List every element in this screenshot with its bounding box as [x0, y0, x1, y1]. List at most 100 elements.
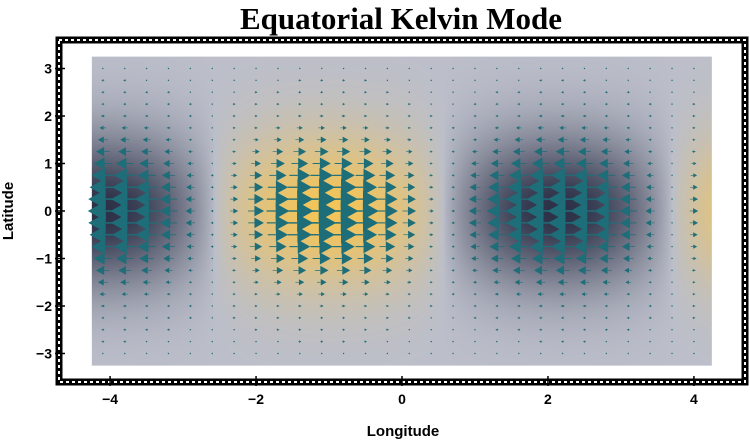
vector-arrow: [139, 158, 154, 169]
vector-arrow: [583, 67, 586, 70]
vector-arrow: [332, 167, 355, 183]
vector-arrow: [364, 340, 368, 343]
vector-arrow: [408, 91, 410, 93]
vector-arrow: [231, 256, 237, 261]
vector-arrow: [495, 91, 499, 94]
vector-arrow: [406, 149, 413, 154]
vector-arrow: [595, 180, 617, 195]
vector-arrow: [535, 279, 546, 286]
vector-arrow: [135, 180, 158, 195]
vector-arrow: [210, 186, 214, 189]
vector-arrow: [582, 114, 587, 118]
vector-arrow: [671, 115, 673, 117]
vector-arrow: [671, 293, 673, 295]
vector-arrow: [561, 316, 565, 320]
x-tick-label: −2: [248, 391, 264, 407]
vector-arrow: [474, 340, 476, 343]
vector-arrow: [429, 292, 433, 296]
vector-arrow: [248, 182, 264, 193]
vector-arrow: [165, 280, 172, 285]
vector-arrow: [145, 91, 149, 94]
vector-arrow: [314, 147, 329, 157]
vector-arrow: [230, 208, 239, 214]
vector-arrow: [407, 304, 411, 308]
vector-arrow: [539, 340, 543, 343]
vector-arrow: [518, 340, 520, 343]
vector-arrow: [647, 256, 653, 261]
vector-arrow: [121, 125, 128, 130]
vector-arrow: [298, 316, 302, 320]
vector-arrow: [604, 91, 608, 94]
vector-arrow: [135, 227, 158, 242]
vector-arrow: [648, 102, 652, 106]
vector-arrow: [470, 172, 480, 179]
vector-arrow: [509, 168, 529, 182]
vector-arrow: [299, 352, 301, 355]
vector-arrow: [645, 196, 655, 203]
vector-arrow: [97, 136, 108, 143]
vector-arrow: [430, 329, 432, 331]
vector-arrow: [381, 159, 394, 168]
vector-arrow: [233, 329, 235, 331]
vector-arrow: [254, 91, 258, 94]
vector-arrow: [624, 148, 633, 155]
vector-arrow: [95, 147, 110, 157]
vector-arrow: [308, 178, 335, 197]
vector-arrow: [472, 268, 478, 273]
vector-arrow: [266, 215, 290, 231]
vector-arrow: [252, 267, 260, 273]
vector-arrow: [473, 102, 477, 106]
vector-arrow: [489, 241, 505, 252]
vector-arrow: [211, 257, 213, 260]
vector-arrow: [188, 150, 193, 154]
vector-arrow: [510, 253, 527, 264]
vector-arrow: [385, 102, 389, 106]
vector-arrow: [185, 195, 196, 203]
vector-arrow: [210, 245, 214, 248]
vector-arrow: [248, 217, 264, 229]
vector-arrow: [407, 316, 411, 320]
vector-arrow: [473, 316, 477, 320]
vector-arrow: [605, 67, 608, 70]
vector-arrow: [404, 243, 415, 251]
vector-arrow: [600, 266, 612, 274]
vector-arrow: [232, 292, 236, 296]
vector-arrow: [334, 157, 353, 170]
vector-arrow: [690, 173, 698, 178]
vector-arrow: [342, 102, 346, 106]
vector-arrow: [100, 114, 105, 118]
vector-arrow: [451, 138, 455, 141]
chart-title: Equatorial Kelvin Mode: [240, 1, 562, 36]
vector-arrow: [363, 114, 368, 118]
vector-arrows: [87, 67, 699, 355]
vector-arrow: [535, 136, 546, 143]
vector-arrow: [116, 252, 134, 265]
vector-arrow: [671, 281, 673, 283]
vector-arrow: [120, 279, 130, 286]
vector-arrow: [671, 91, 673, 93]
vector-arrow: [251, 160, 261, 167]
vector-arrow: [626, 304, 630, 308]
vector-arrow: [310, 167, 333, 183]
vector-arrow: [364, 91, 368, 94]
vector-arrow: [123, 91, 127, 94]
vector-arrow: [594, 203, 619, 219]
vector-arrow: [230, 184, 238, 190]
vector-arrow: [693, 329, 695, 331]
vector-arrow: [402, 218, 416, 228]
vector-arrow: [211, 91, 213, 93]
vector-arrow: [626, 292, 631, 296]
vector-arrow: [408, 329, 410, 331]
vector-arrow: [533, 147, 548, 157]
vector-arrow: [494, 292, 500, 296]
vector-arrow: [352, 214, 379, 232]
vector-arrow: [430, 352, 432, 355]
vector-arrow: [648, 126, 652, 130]
vector-arrow: [452, 317, 454, 319]
vector-arrow: [211, 329, 213, 331]
vector-arrow: [429, 245, 434, 248]
vector-arrow: [648, 114, 652, 118]
vector-arrow: [101, 102, 105, 106]
vector-arrow: [691, 269, 696, 272]
vector-arrow: [145, 102, 149, 106]
